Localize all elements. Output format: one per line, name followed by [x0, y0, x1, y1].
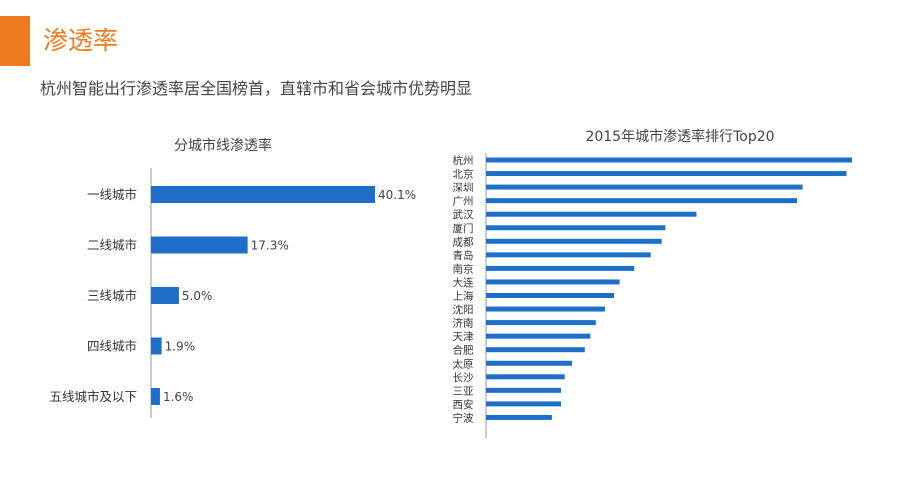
chart2-city-label: 三亚 [453, 385, 474, 397]
city-rank-chart: 2015年城市渗透率排行Top20 杭州北京深圳广州武汉厦门成都青岛南京大连上海… [453, 128, 852, 438]
chart2-city-label: 杭州 [453, 154, 474, 167]
chart2-city-label: 厦门 [453, 222, 474, 235]
chart2-bar [486, 387, 562, 393]
chart1-category-label: 五线城市及以下 [49, 389, 137, 404]
chart1-bar [151, 287, 179, 304]
chart2-bar [486, 184, 803, 190]
chart2-city-label: 沈阳 [453, 303, 474, 316]
chart1-value-label: 1.9% [165, 340, 196, 354]
chart1-value-label: 1.6% [163, 390, 194, 404]
title-accent-bar [0, 16, 30, 66]
chart2-bar [486, 374, 565, 380]
chart2-bar [486, 265, 635, 271]
chart2-city-label: 长沙 [453, 372, 474, 384]
chart2-city-label: 天津 [453, 331, 474, 343]
chart2-bar [486, 252, 651, 258]
chart2-bar [486, 333, 591, 339]
chart1-bar [151, 388, 160, 405]
chart2-bar [486, 225, 666, 231]
chart1-category-label: 三线城市 [87, 288, 137, 303]
chart2-city-label: 济南 [453, 317, 474, 330]
chart2-city-label: 上海 [453, 290, 474, 303]
chart1-bar [151, 337, 162, 355]
chart2-city-label: 武汉 [453, 208, 474, 221]
page-title: 渗透率 [43, 26, 119, 55]
chart1-title: 分城市线渗透率 [174, 137, 272, 154]
chart2-bar [486, 198, 798, 204]
chart2-bar [486, 157, 852, 163]
chart2-city-label: 北京 [453, 168, 474, 181]
chart1-value-label: 17.3% [251, 239, 289, 253]
chart2-city-label: 南京 [453, 262, 474, 275]
chart2-city-label: 成都 [453, 236, 474, 248]
chart1-category-label: 二线城市 [87, 238, 137, 253]
chart2-bar [486, 238, 662, 244]
chart1-bar [151, 236, 248, 254]
page-subtitle: 杭州智能出行渗透率居全国榜首，直辖市和省会城市优势明显 [40, 79, 473, 98]
chart2-bar [486, 279, 620, 285]
chart2-bar [486, 401, 562, 407]
chart1-category-label: 一线城市 [87, 187, 137, 202]
chart2-city-label: 广州 [453, 196, 474, 208]
chart2-city-label: 宁波 [453, 411, 474, 424]
chart2-bar [486, 360, 573, 366]
chart2-city-label: 太原 [453, 357, 474, 370]
chart2-bar [486, 171, 847, 177]
chart1-value-label: 40.1% [378, 188, 416, 202]
chart2-bar [486, 347, 585, 353]
chart2-city-label: 西安 [453, 398, 474, 411]
chart2-title: 2015年城市渗透率排行Top20 [585, 128, 774, 145]
chart1-category-label: 四线城市 [87, 339, 137, 354]
chart2-bar [486, 320, 596, 326]
chart2-city-label: 青岛 [453, 249, 474, 262]
chart2-bar [486, 414, 552, 420]
chart1-value-label: 5.0% [182, 289, 213, 303]
chart2-city-label: 大连 [453, 276, 474, 289]
chart1-bar [151, 186, 375, 203]
chart2-city-label: 深圳 [453, 182, 474, 194]
chart2-bar [486, 306, 605, 312]
chart2-city-label: 合肥 [453, 344, 474, 357]
chart2-bar [486, 211, 697, 217]
chart2-bar [486, 293, 615, 298]
tier-penetration-chart: 分城市线渗透率 一线城市 40.1% 二线城市 17.3% 三线城市 5.0% 四线城市 1.… [49, 137, 416, 418]
